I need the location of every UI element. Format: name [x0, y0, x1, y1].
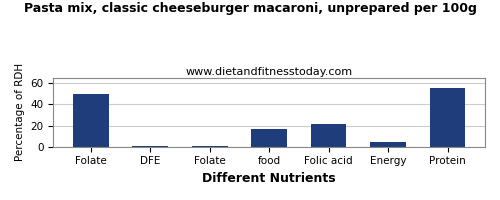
Bar — [132, 146, 168, 147]
Title: www.dietandfitnesstoday.com: www.dietandfitnesstoday.com — [186, 67, 353, 77]
Bar — [73, 94, 108, 147]
Bar — [252, 129, 287, 147]
X-axis label: Different Nutrients: Different Nutrients — [202, 172, 336, 185]
Bar — [370, 142, 406, 147]
Bar — [311, 124, 346, 147]
Y-axis label: Percentage of RDH: Percentage of RDH — [15, 63, 25, 161]
Bar — [430, 88, 466, 147]
Text: Pasta mix, classic cheeseburger macaroni, unprepared per 100g: Pasta mix, classic cheeseburger macaroni… — [24, 2, 476, 15]
Bar — [192, 146, 228, 147]
